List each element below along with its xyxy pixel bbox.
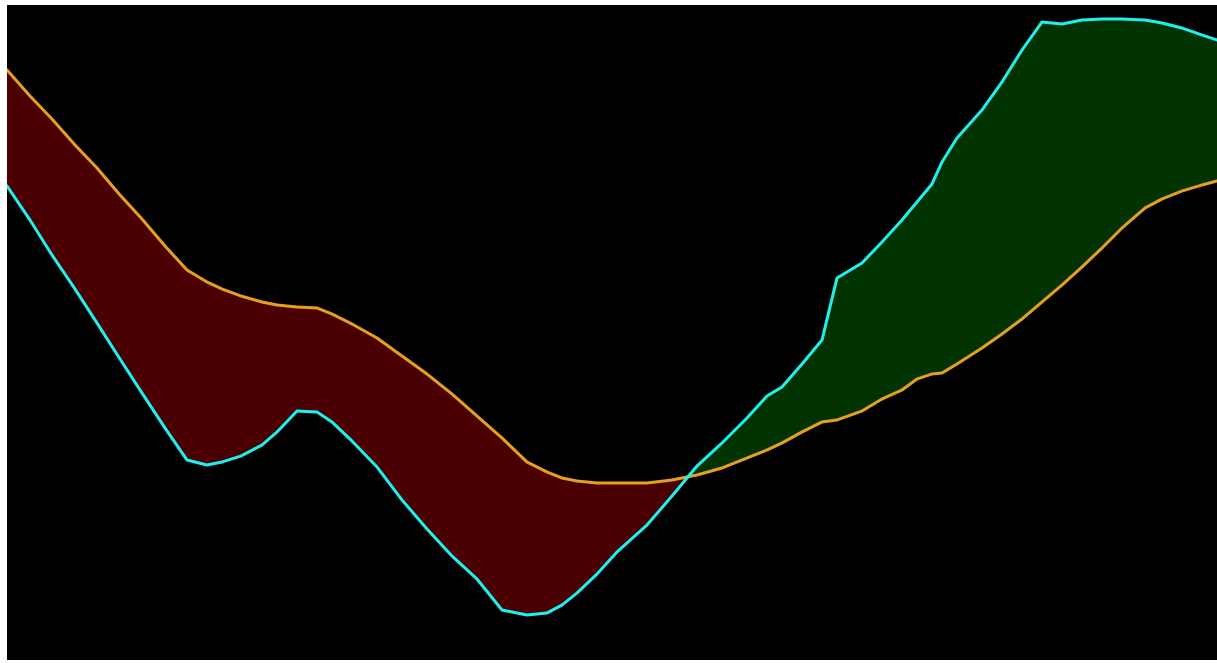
fill-region-0 <box>7 70 688 615</box>
series-line-0 <box>7 68 1217 485</box>
series-lines <box>7 17 1217 617</box>
area-difference-chart <box>7 17 1217 617</box>
series-line-1 <box>7 17 1217 617</box>
fill-region-1 <box>688 19 1217 477</box>
fill-regions <box>7 19 1217 615</box>
chart-area <box>7 5 1217 660</box>
